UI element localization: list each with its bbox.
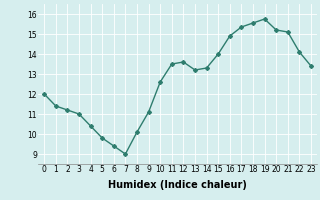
X-axis label: Humidex (Indice chaleur): Humidex (Indice chaleur)	[108, 180, 247, 190]
